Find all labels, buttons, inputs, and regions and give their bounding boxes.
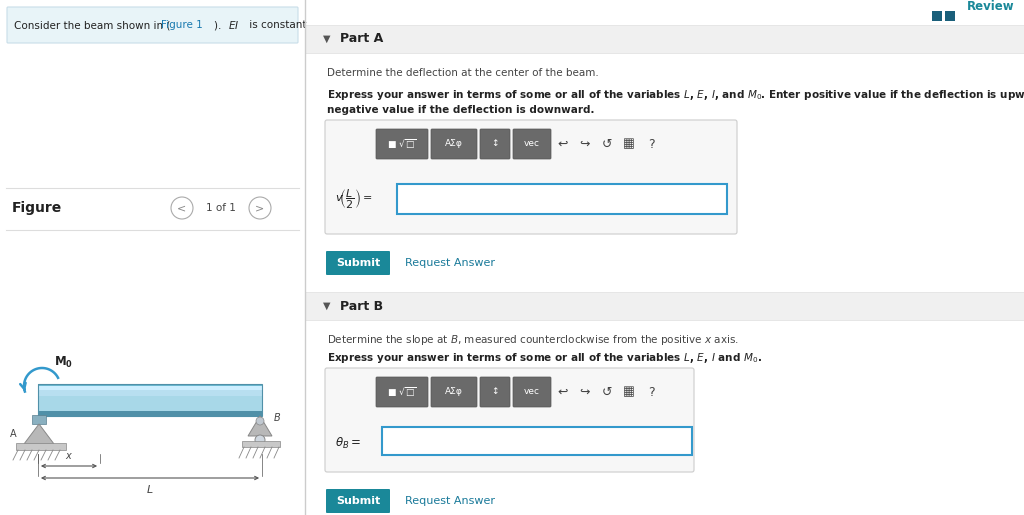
FancyBboxPatch shape — [932, 11, 942, 21]
FancyBboxPatch shape — [431, 129, 477, 159]
Circle shape — [255, 435, 265, 445]
Text: Express your answer in terms of some or all of the variables $L$, $E$, $I$ and $: Express your answer in terms of some or … — [327, 351, 762, 365]
Text: vec: vec — [524, 387, 540, 397]
Text: Figure 1: Figure 1 — [161, 20, 203, 30]
Text: Request Answer: Request Answer — [406, 496, 495, 506]
Text: Submit: Submit — [336, 496, 380, 506]
FancyBboxPatch shape — [376, 377, 428, 407]
Text: $x$: $x$ — [65, 451, 73, 461]
Text: ↩: ↩ — [558, 138, 568, 150]
FancyBboxPatch shape — [326, 489, 390, 513]
FancyBboxPatch shape — [480, 129, 510, 159]
FancyBboxPatch shape — [325, 120, 737, 234]
Text: vec: vec — [524, 140, 540, 148]
Text: 1 of 1: 1 of 1 — [206, 203, 236, 213]
Text: ▦: ▦ — [624, 386, 635, 399]
Text: Part A: Part A — [340, 32, 383, 45]
Text: Determine the slope at $B$, measured counterclockwise from the positive $x$ axis: Determine the slope at $B$, measured cou… — [327, 333, 739, 347]
Text: >: > — [255, 203, 264, 213]
FancyBboxPatch shape — [480, 377, 510, 407]
Circle shape — [249, 197, 271, 219]
FancyBboxPatch shape — [38, 386, 262, 390]
Text: negative value if the deflection is downward.: negative value if the deflection is down… — [327, 105, 595, 115]
Text: ↩: ↩ — [558, 386, 568, 399]
Text: $EI$: $EI$ — [228, 19, 240, 31]
Text: ↕: ↕ — [492, 387, 499, 397]
Text: $\mathbf{M_0}$: $\mathbf{M_0}$ — [54, 354, 73, 370]
Text: ↕: ↕ — [492, 140, 499, 148]
Text: ?: ? — [648, 138, 654, 150]
FancyBboxPatch shape — [326, 251, 390, 275]
Polygon shape — [248, 416, 272, 436]
Text: ↪: ↪ — [580, 138, 590, 150]
Text: Determine the deflection at the center of the beam.: Determine the deflection at the center o… — [327, 68, 599, 78]
Text: $\theta_B =$: $\theta_B =$ — [335, 436, 361, 451]
Text: Review: Review — [967, 1, 1014, 13]
Text: ↺: ↺ — [602, 386, 612, 399]
Text: ↺: ↺ — [602, 138, 612, 150]
FancyBboxPatch shape — [431, 377, 477, 407]
Text: ▦: ▦ — [624, 138, 635, 150]
Text: Submit: Submit — [336, 258, 380, 268]
Text: $L$: $L$ — [146, 483, 154, 495]
Text: ■ $\sqrt{□}$: ■ $\sqrt{□}$ — [387, 385, 417, 399]
FancyBboxPatch shape — [38, 384, 262, 386]
Text: Express your answer in terms of some or all of the variables $L$, $E$, $I$, and : Express your answer in terms of some or … — [327, 88, 1024, 102]
FancyBboxPatch shape — [382, 427, 692, 455]
Text: Part B: Part B — [340, 300, 383, 313]
FancyBboxPatch shape — [325, 368, 694, 472]
Text: ).: ). — [214, 20, 224, 30]
FancyBboxPatch shape — [7, 7, 298, 43]
Text: $v\!\left(\dfrac{L}{2}\right) =$: $v\!\left(\dfrac{L}{2}\right) =$ — [335, 187, 373, 211]
Circle shape — [171, 197, 193, 219]
FancyBboxPatch shape — [38, 396, 262, 404]
Text: Request Answer: Request Answer — [406, 258, 495, 268]
Text: is constant.: is constant. — [246, 20, 310, 30]
Polygon shape — [24, 424, 54, 444]
FancyBboxPatch shape — [397, 184, 727, 214]
FancyBboxPatch shape — [38, 390, 262, 396]
Text: AΣφ: AΣφ — [445, 387, 463, 397]
FancyBboxPatch shape — [945, 11, 955, 21]
FancyBboxPatch shape — [513, 129, 551, 159]
FancyBboxPatch shape — [38, 411, 262, 416]
Text: ▼: ▼ — [323, 34, 331, 44]
FancyBboxPatch shape — [376, 129, 428, 159]
FancyBboxPatch shape — [32, 415, 46, 424]
Text: Figure: Figure — [12, 201, 62, 215]
Text: ↪: ↪ — [580, 386, 590, 399]
Circle shape — [256, 417, 264, 425]
FancyBboxPatch shape — [242, 441, 280, 447]
FancyBboxPatch shape — [305, 25, 1024, 53]
Text: Consider the beam shown in (: Consider the beam shown in ( — [14, 20, 170, 30]
Text: A: A — [10, 429, 16, 439]
Text: AΣφ: AΣφ — [445, 140, 463, 148]
Text: ?: ? — [648, 386, 654, 399]
Text: B: B — [274, 413, 281, 423]
FancyBboxPatch shape — [513, 377, 551, 407]
FancyBboxPatch shape — [305, 292, 1024, 320]
FancyBboxPatch shape — [38, 404, 262, 411]
FancyBboxPatch shape — [16, 443, 66, 450]
Text: ■ $\sqrt{□}$: ■ $\sqrt{□}$ — [387, 137, 417, 151]
Text: ▼: ▼ — [323, 301, 331, 311]
Text: <: < — [177, 203, 186, 213]
